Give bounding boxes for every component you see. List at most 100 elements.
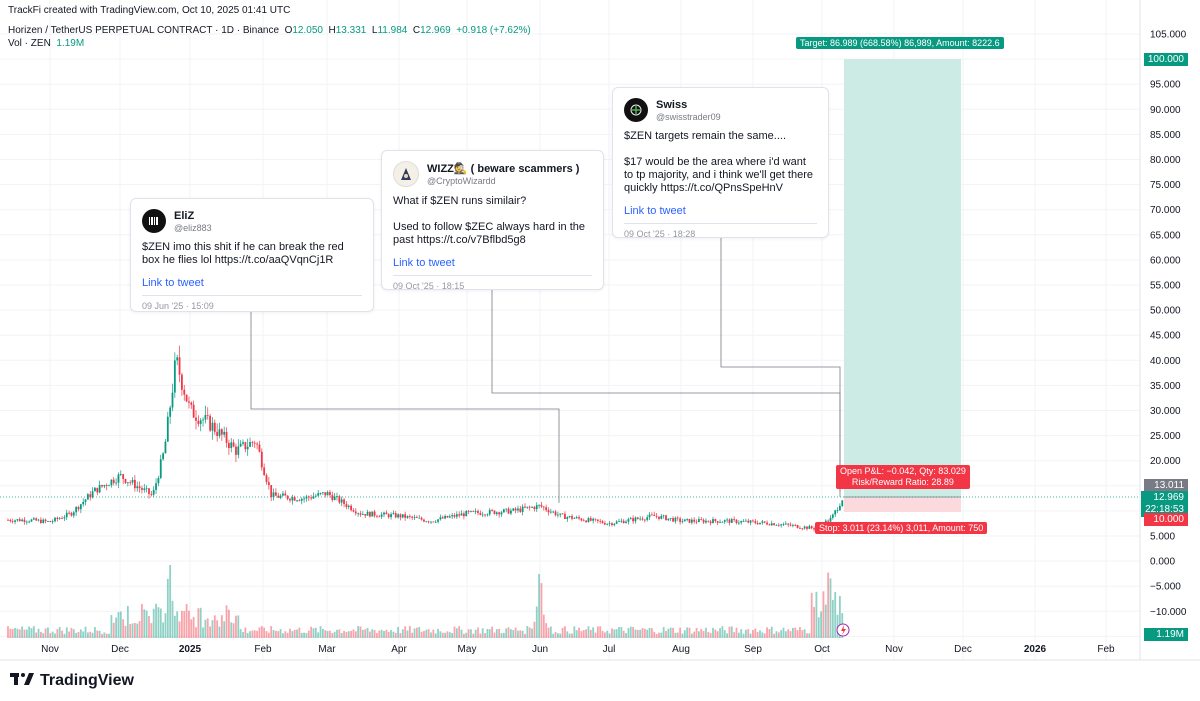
volume-bar: [35, 632, 38, 638]
tweet-link[interactable]: Link to tweet: [393, 257, 455, 269]
candles: [7, 345, 844, 532]
volume-bar: [87, 632, 89, 638]
candle-body: [531, 506, 533, 508]
candle-body: [223, 431, 226, 435]
candle-body: [265, 475, 268, 483]
candle-body: [413, 517, 416, 518]
close-value: 12.969: [420, 25, 451, 36]
volume-bar: [517, 630, 519, 638]
candle-body: [18, 519, 21, 522]
tweet-link[interactable]: Link to tweet: [142, 277, 204, 289]
volume-bar: [430, 632, 432, 638]
candle-body: [35, 518, 38, 521]
candle-body: [152, 489, 155, 495]
price-tick: 75.000: [1150, 180, 1181, 191]
candle-body: [32, 518, 35, 520]
tweet-card-wizz[interactable]: WIZZ🕵 ( beware scammers ) @CryptoWizardd…: [381, 150, 604, 291]
volume-legend[interactable]: Vol · ZEN 1.19M: [8, 38, 84, 49]
candle-body: [559, 513, 562, 515]
volume-bar: [350, 630, 352, 638]
candle-body: [787, 523, 790, 525]
volume-bar: [568, 633, 571, 638]
candle-body: [470, 510, 472, 512]
symbol-name[interactable]: Horizen / TetherUS PERPETUAL CONTRACT · …: [8, 25, 280, 36]
tradingview-logo[interactable]: TradingView: [10, 671, 134, 690]
candle-body: [432, 521, 435, 523]
volume-bar: [192, 616, 195, 638]
volume-bar: [552, 633, 555, 638]
lightning-icon[interactable]: [836, 623, 850, 637]
candle-body: [601, 521, 604, 524]
volume-bar: [333, 631, 336, 638]
volume-bar: [801, 630, 804, 638]
volume-bar: [390, 630, 392, 638]
candle-body: [354, 511, 357, 514]
volume-bar: [380, 629, 383, 638]
candle-body: [702, 519, 705, 523]
candle-body: [197, 420, 200, 424]
candle-body: [343, 499, 345, 505]
stop-label[interactable]: Stop: 3.011 (23.14%) 3,011, Amount: 750: [815, 522, 988, 534]
candle-body: [723, 520, 726, 522]
volume-bar: [622, 630, 625, 638]
price-axis: 105.000100.00095.00090.00085.00080.00075…: [1150, 30, 1187, 643]
volume-bar: [190, 619, 193, 638]
volume-bar: [28, 626, 31, 638]
candle-body: [150, 494, 153, 495]
pnl-label[interactable]: Open P&L: −0.042, Qty: 83.029 Risk/Rewar…: [836, 465, 970, 489]
candle-body: [463, 513, 465, 517]
volume-bar: [119, 611, 122, 638]
candle-body: [272, 492, 275, 498]
candle-body: [305, 496, 308, 499]
candle-body: [789, 524, 792, 526]
tweet-card-eliz[interactable]: EliZ @eliz883 $ZEN imo this shit if he c…: [130, 198, 374, 312]
volume-bar: [646, 629, 649, 638]
candle-body: [620, 520, 623, 522]
candle-body: [488, 509, 491, 515]
volume-bar: [272, 630, 275, 638]
volume-label: Vol · ZEN: [8, 38, 51, 49]
volume-bar: [310, 626, 313, 638]
candle-body: [199, 420, 202, 424]
volume-bar: [213, 615, 216, 638]
volume-bar: [636, 629, 639, 638]
volume-bar: [481, 628, 484, 638]
volume-bar: [77, 631, 80, 638]
target-zone: [844, 59, 961, 497]
volume-bar: [115, 617, 117, 638]
candle-body: [338, 496, 341, 503]
volume-bar: [639, 629, 642, 638]
volume-bar: [531, 628, 533, 638]
stop-zone: [844, 497, 961, 512]
volume-bar: [836, 614, 839, 638]
candle-body: [401, 514, 404, 518]
volume-bar: [679, 627, 681, 638]
candle-body: [164, 441, 167, 454]
candle-body: [220, 429, 223, 435]
candle-body: [632, 518, 634, 522]
volume-price-label: 1.19M: [1144, 628, 1188, 641]
candle-body: [256, 443, 258, 445]
candle-body: [582, 520, 585, 522]
time-axis: Nov Dec 2025 Feb Mar Apr May Jun Jul Aug Sep Oct Nov…: [41, 644, 1115, 655]
volume-bar: [164, 613, 167, 638]
candle-body: [383, 512, 385, 515]
candle-body: [159, 459, 162, 479]
candle-body: [157, 478, 160, 484]
volume-bar: [723, 630, 726, 638]
time-tick: Feb: [254, 644, 272, 655]
candle-body: [458, 514, 461, 516]
volume-bar: [195, 627, 197, 638]
volume-bar: [371, 629, 374, 638]
candle-body: [312, 496, 315, 499]
target-label[interactable]: Target: 86.989 (668.58%) 86,989, Amount:…: [796, 37, 1004, 49]
candle-body: [68, 512, 70, 514]
candle-body: [806, 526, 808, 529]
candle-body: [547, 510, 550, 513]
candle-body: [578, 517, 580, 519]
tweet-link[interactable]: Link to tweet: [624, 205, 686, 217]
volume-bar: [695, 627, 698, 638]
volume-bar: [587, 626, 590, 638]
tweet-card-swiss[interactable]: Swiss @swisstrader09 $ZEN targets remain…: [612, 87, 829, 239]
